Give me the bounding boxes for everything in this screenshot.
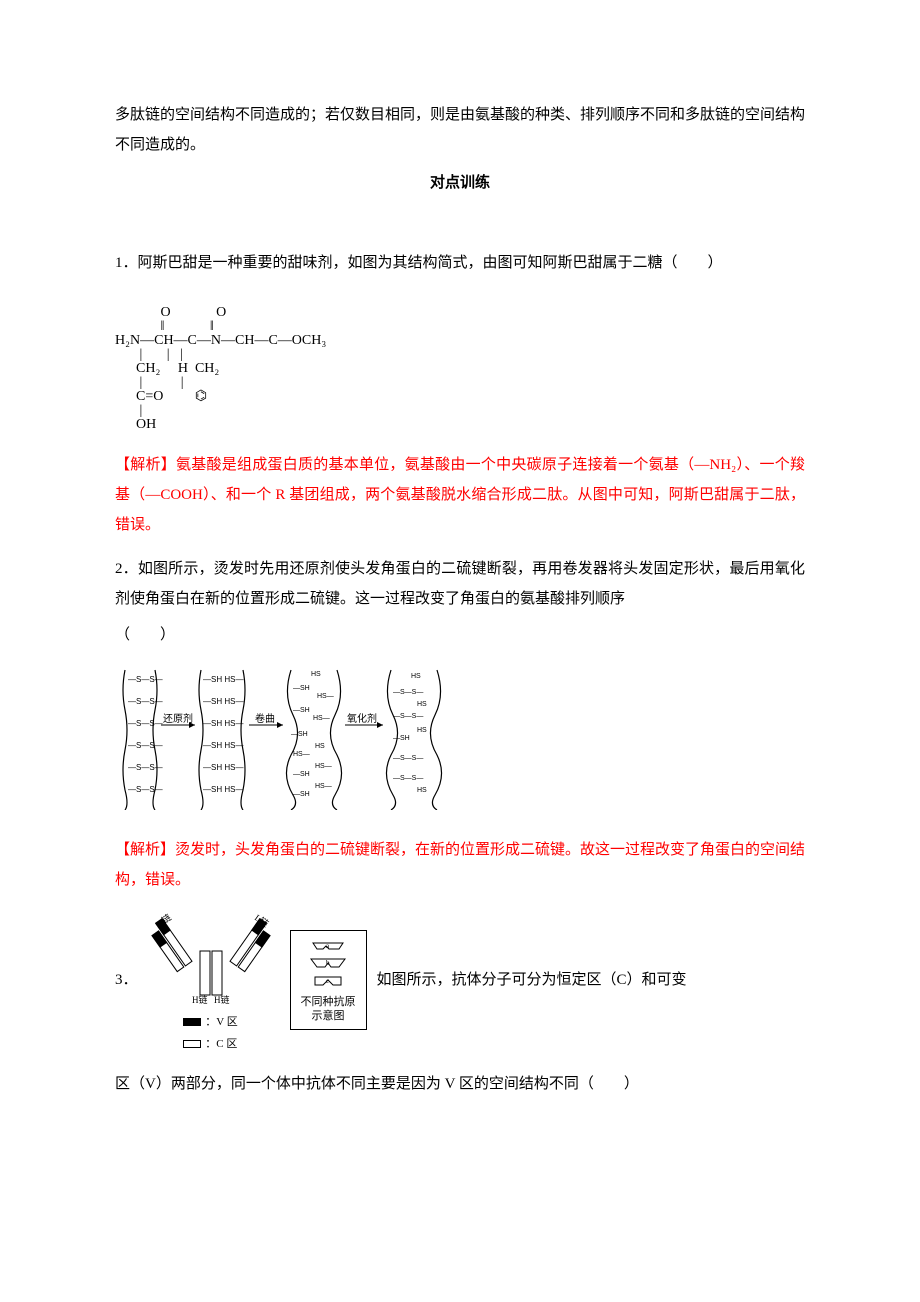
- svg-text:HS—: HS—: [293, 751, 310, 758]
- q1-chem-structure: O O ‖ ‖ H₂N—CH—C—N—CH—C—OCH₃ | | | CH₂ H…: [115, 292, 805, 432]
- svg-text:—SH: —SH: [393, 735, 410, 742]
- svg-text:—S—S—: —S—S—: [128, 785, 163, 794]
- antigen-b-label: b: [326, 959, 330, 967]
- q2-explanation: 【解析】烫发时，头发角蛋白的二硫键断裂，在新的位置形成二硫键。故这一过程改变了角…: [115, 835, 805, 895]
- svg-text:—SH HS—: —SH HS—: [203, 785, 243, 794]
- svg-text:HS: HS: [417, 727, 427, 734]
- svg-text:—SH HS—: —SH HS—: [203, 741, 243, 750]
- hair-svg: —S—S— —S—S— —S—S— —S—S— —S—S— —S—S— 还原剂 …: [115, 660, 495, 810]
- svg-text:HS: HS: [417, 787, 427, 794]
- svg-text:HS: HS: [411, 673, 421, 680]
- q3-row: 3．: [115, 905, 805, 1055]
- svg-text:HS: HS: [417, 701, 427, 708]
- q1-explanation: 【解析】氨基酸是组成蛋白质的基本单位，氨基酸由一个中央碳原子连接着一个氨基（—N…: [115, 450, 805, 540]
- svg-text:—SH: —SH: [293, 771, 310, 778]
- svg-text:—SH HS—: —SH HS—: [203, 719, 243, 728]
- chem-line: | |: [115, 375, 184, 390]
- svg-text:HS—: HS—: [313, 715, 330, 722]
- svg-text:—S—S—: —S—S—: [128, 763, 163, 772]
- chem-line: OH: [115, 417, 156, 432]
- q2-text: 2．如图所示，烫发时先用还原剂使头发角蛋白的二硫键断裂，再用卷发器将头发固定形状…: [115, 554, 805, 614]
- svg-text:—SH: —SH: [293, 791, 310, 798]
- svg-text:—S—S—: —S—S—: [128, 719, 163, 728]
- label-reducer: 还原剂: [163, 712, 193, 725]
- antigen-caption-1: 不同种抗原: [301, 995, 356, 1009]
- chem-line: ‖ ‖: [115, 319, 214, 334]
- antigen-c-label: c: [326, 977, 329, 985]
- intro-paragraph: 多肽链的空间结构不同造成的；若仅数目相同，则是由氨基酸的种类、排列顺序不同和多肽…: [115, 100, 805, 160]
- svg-text:HS—: HS—: [317, 693, 334, 700]
- legend-filled-icon: [183, 1018, 201, 1026]
- q3-text2: 区（V）两部分，同一个体中抗体不同主要是因为 V 区的空间结构不同（ ）: [115, 1069, 805, 1099]
- svg-text:—S—S—: —S—S—: [128, 741, 163, 750]
- svg-text:—S—S—: —S—S—: [393, 775, 423, 782]
- q2-paren: （ ）: [115, 620, 805, 650]
- chem-line: O O: [115, 305, 226, 320]
- label-oxidizer: 氧化剂: [347, 712, 377, 725]
- svg-text:—S—S—: —S—S—: [393, 755, 423, 762]
- svg-text:—SH: —SH: [293, 685, 310, 692]
- chem-line: |: [115, 403, 142, 418]
- svg-text:—S—S—: —S—S—: [128, 697, 163, 706]
- svg-text:—SH HS—: —SH HS—: [203, 697, 243, 706]
- svg-text:—SH: —SH: [293, 707, 310, 714]
- svg-text:—SH HS—: —SH HS—: [203, 675, 243, 684]
- svg-text:HS: HS: [311, 671, 321, 678]
- legend-c: ：C 区: [205, 1038, 237, 1050]
- svg-text:—S—S—: —S—S—: [393, 713, 423, 720]
- section-title: 对点训练: [115, 168, 805, 198]
- legend-open-icon: [183, 1040, 201, 1048]
- label-H2: H链: [214, 994, 230, 1005]
- antibody-legend: ：V 区 ：C 区: [183, 1011, 238, 1055]
- svg-text:—SH HS—: —SH HS—: [203, 763, 243, 772]
- antibody-svg: L链 L链 H链 H链: [146, 905, 276, 1005]
- antigen-svg: a b c: [301, 937, 355, 991]
- antibody-diagram: L链 L链 H链 H链 ：V 区 ：C 区 a b c: [146, 905, 367, 1055]
- chem-line: C=O ⌬: [115, 389, 207, 404]
- svg-text:—SH: —SH: [291, 731, 308, 738]
- svg-text:HS: HS: [315, 743, 325, 750]
- svg-text:HS—: HS—: [315, 763, 332, 770]
- chem-line: CH₂ H CH₂: [115, 361, 219, 376]
- q2-hair-diagram: —S—S— —S—S— —S—S— —S—S— —S—S— —S—S— 还原剂 …: [115, 660, 805, 821]
- chem-line: | | |: [115, 347, 183, 362]
- q3-text-after: 如图所示，抗体分子可分为恒定区（C）和可变: [377, 965, 805, 995]
- q3-number: 3．: [115, 965, 138, 995]
- chem-line: H₂N—CH—C—N—CH—C—OCH₃: [115, 333, 326, 348]
- svg-text:—S—S—: —S—S—: [393, 689, 423, 696]
- antigen-caption-2: 示意图: [301, 1009, 356, 1023]
- svg-text:—S—S—: —S—S—: [128, 675, 163, 684]
- legend-v: ：V 区: [205, 1016, 238, 1028]
- antigen-box: a b c 不同种抗原 示意图: [290, 930, 367, 1031]
- q1-text: 1．阿斯巴甜是一种重要的甜味剂，如图为其结构简式，由图可知阿斯巴甜属于二糖（ ）: [115, 248, 805, 278]
- label-H: H链: [192, 994, 208, 1005]
- svg-text:HS—: HS—: [315, 783, 332, 790]
- label-curl: 卷曲: [255, 712, 275, 725]
